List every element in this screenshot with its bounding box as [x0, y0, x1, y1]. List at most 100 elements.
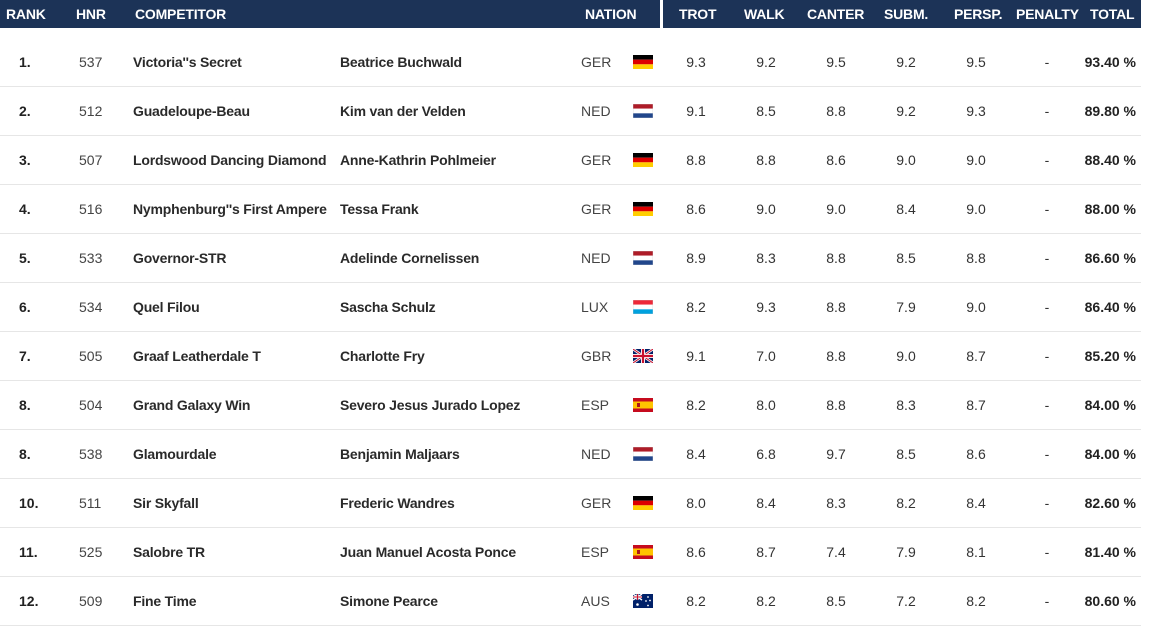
rank-cell: 1. — [19, 54, 31, 70]
horse-name[interactable]: Quel Filou — [133, 299, 200, 315]
header-nation[interactable]: NATION — [585, 6, 637, 22]
header-rank[interactable]: RANK — [6, 6, 46, 22]
table-row[interactable]: 3. 507 Lordswood Dancing Diamond Anne-Kathr… — [0, 136, 1141, 185]
score-submission: 8.5 — [896, 446, 916, 462]
horse-name[interactable]: Grand Galaxy Win — [133, 397, 251, 413]
score-walk: 8.7 — [756, 544, 776, 560]
hnr-cell: 537 — [79, 54, 103, 70]
horse-name[interactable]: Salobre TR — [133, 544, 205, 560]
header-hnr[interactable]: HNR — [76, 6, 106, 22]
score-perspective: 8.1 — [966, 544, 986, 560]
score-trot: 8.2 — [686, 593, 706, 609]
table-row[interactable]: 1. 537 Victoria''s Secret Beatrice Buchwald… — [0, 38, 1141, 87]
score-trot: 8.9 — [686, 250, 706, 266]
table-row[interactable]: 10. 511 Sir Skyfall Frederic Wandres GER 8.0 8… — [0, 479, 1141, 528]
table-row[interactable]: 5. 533 Governor-STR Adelinde Cornelissen NED… — [0, 234, 1141, 283]
rank-cell: 6. — [19, 299, 31, 315]
table-row[interactable]: 2. 512 Guadeloupe-Beau Kim van der Velden NE… — [0, 87, 1141, 136]
table-row[interactable]: 11. 525 Salobre TR Juan Manuel Acosta Ponce… — [0, 528, 1141, 577]
rider-name[interactable]: Adelinde Cornelissen — [340, 250, 480, 266]
header-divider — [660, 0, 663, 28]
score-canter: 7.4 — [826, 544, 846, 560]
rider-name[interactable]: Beatrice Buchwald — [340, 54, 462, 70]
score-walk: 8.2 — [756, 593, 776, 609]
header-total[interactable]: TOTAL — [1090, 6, 1135, 22]
horse-name[interactable]: Victoria''s Secret — [133, 54, 242, 70]
nation-code: GBR — [581, 348, 612, 364]
penalty-cell: - — [1044, 250, 1050, 266]
header-subm[interactable]: SUBM. — [884, 6, 929, 22]
rank-cell: 4. — [19, 201, 31, 217]
header-trot[interactable]: TROT — [679, 6, 717, 22]
header-persp[interactable]: PERSP. — [954, 6, 1003, 22]
header-walk[interactable]: WALK — [744, 6, 785, 22]
rider-name[interactable]: Sascha Schulz — [340, 299, 436, 315]
penalty-cell: - — [1044, 201, 1050, 217]
rider-name[interactable]: Tessa Frank — [340, 201, 419, 217]
rider-name[interactable]: Frederic Wandres — [340, 495, 455, 511]
table-row[interactable]: 6. 534 Quel Filou Sascha Schulz LUX 8.2 9.3 8.8… — [0, 283, 1141, 332]
header-canter[interactable]: CANTER — [807, 6, 865, 22]
rider-name[interactable]: Benjamin Maljaars — [340, 446, 460, 462]
score-walk: 6.8 — [756, 446, 776, 462]
rider-name[interactable]: Kim van der Velden — [340, 103, 466, 119]
header-competitor[interactable]: COMPETITOR — [135, 6, 227, 22]
score-canter: 9.7 — [826, 446, 846, 462]
score-trot: 8.4 — [686, 446, 706, 462]
horse-name[interactable]: Fine Time — [133, 593, 197, 609]
total-score: 82.60 % — [1084, 495, 1136, 511]
nation-code: GER — [581, 495, 612, 511]
score-trot: 8.2 — [686, 397, 706, 413]
score-trot: 8.0 — [686, 495, 706, 511]
table-row[interactable]: 8. 504 Grand Galaxy Win Severo Jesus Jurado… — [0, 381, 1141, 430]
rank-cell: 8. — [19, 397, 31, 413]
horse-name[interactable]: Governor-STR — [133, 250, 227, 266]
nation-code: ESP — [581, 397, 610, 413]
rank-cell: 12. — [19, 593, 39, 609]
rider-name[interactable]: Simone Pearce — [340, 593, 438, 609]
table-row[interactable]: 4. 516 Nymphenburg''s First Ampere Tessa Fr… — [0, 185, 1141, 234]
score-walk: 9.3 — [756, 299, 776, 315]
penalty-cell: - — [1044, 446, 1050, 462]
score-canter: 8.3 — [826, 495, 846, 511]
horse-name[interactable]: Lordswood Dancing Diamond — [133, 152, 327, 168]
score-canter: 8.8 — [826, 299, 846, 315]
score-perspective: 8.6 — [966, 446, 986, 462]
score-perspective: 8.2 — [966, 593, 986, 609]
rider-name[interactable]: Charlotte Fry — [340, 348, 425, 364]
score-trot: 8.6 — [686, 544, 706, 560]
nation-code: NED — [581, 250, 611, 266]
penalty-cell: - — [1044, 54, 1050, 70]
table-row[interactable]: 12. 509 Fine Time Simone Pearce AUS 8.2 8.2 8.5… — [0, 577, 1141, 626]
score-canter: 8.8 — [826, 397, 846, 413]
total-score: 84.00 % — [1084, 446, 1136, 462]
horse-name[interactable]: Sir Skyfall — [133, 495, 199, 511]
germany-flag-icon — [633, 153, 653, 167]
score-trot: 8.6 — [686, 201, 706, 217]
hnr-cell: 538 — [79, 446, 103, 462]
total-score: 86.60 % — [1084, 250, 1136, 266]
header-penalty[interactable]: PENALTY — [1016, 6, 1079, 22]
rider-name[interactable]: Anne-Kathrin Pohlmeier — [340, 152, 496, 168]
score-trot: 9.3 — [686, 54, 706, 70]
table-row[interactable]: 7. 505 Graaf Leatherdale T Charlotte Fry GBR… — [0, 332, 1141, 381]
score-trot: 8.8 — [686, 152, 706, 168]
nation-code: ESP — [581, 544, 610, 560]
horse-name[interactable]: Nymphenburg''s First Ampere — [133, 201, 327, 217]
table-row[interactable]: 8. 538 Glamourdale Benjamin Maljaars NED 8.4 6… — [0, 430, 1141, 479]
score-perspective: 9.0 — [966, 152, 986, 168]
horse-name[interactable]: Glamourdale — [133, 446, 217, 462]
hnr-cell: 509 — [79, 593, 103, 609]
score-canter: 9.0 — [826, 201, 846, 217]
horse-name[interactable]: Guadeloupe-Beau — [133, 103, 250, 119]
rider-name[interactable]: Juan Manuel Acosta Ponce — [340, 544, 516, 560]
rider-name[interactable]: Severo Jesus Jurado Lopez — [340, 397, 521, 413]
nation-code: GER — [581, 54, 612, 70]
penalty-cell: - — [1044, 103, 1050, 119]
hnr-cell: 507 — [79, 152, 103, 168]
horse-name[interactable]: Graaf Leatherdale T — [133, 348, 261, 364]
hnr-cell: 516 — [79, 201, 103, 217]
score-canter: 8.8 — [826, 250, 846, 266]
score-perspective: 8.7 — [966, 397, 986, 413]
results-table-body: 1. 537 Victoria''s Secret Beatrice Buchwald… — [0, 38, 1141, 626]
